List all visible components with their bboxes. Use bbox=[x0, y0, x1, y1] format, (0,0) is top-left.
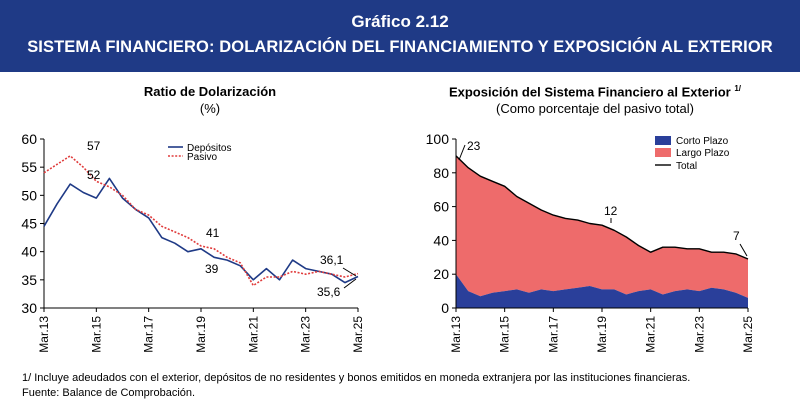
annotation-36-1: 36,1 bbox=[320, 253, 344, 267]
right-y-tick-label: 20 bbox=[433, 266, 449, 282]
annotation-7-leader bbox=[739, 243, 748, 257]
annotation-23-leader bbox=[458, 144, 466, 161]
left-chart-title: Ratio de Dolarización bbox=[143, 84, 277, 99]
left-y-tick-label: 35 bbox=[21, 272, 37, 288]
right-y-tick-label: 80 bbox=[433, 165, 449, 181]
left-y-tick-label: 55 bbox=[21, 159, 37, 175]
annotation-35-6: 35,6 bbox=[317, 285, 341, 299]
right-x-tick-label: Mar.19 bbox=[595, 316, 609, 353]
right-y-tick-label: 40 bbox=[433, 232, 449, 248]
figure-number: Gráfico 2.12 bbox=[351, 12, 449, 31]
depositos-line bbox=[43, 177, 359, 284]
annotation-36-1-leader bbox=[342, 267, 357, 277]
right-x-tick-label: Mar.13 bbox=[449, 316, 463, 353]
left-x-tick-label: Mar.13 bbox=[37, 316, 51, 353]
annotation-57: 57 bbox=[87, 139, 101, 153]
right-x-tick-label: Mar.21 bbox=[644, 316, 658, 353]
left-x-tick-label: Mar.15 bbox=[89, 316, 103, 353]
right-x-tick-label: Mar.17 bbox=[546, 316, 560, 353]
right-y-tick-label: 60 bbox=[433, 199, 449, 215]
left-x-tick-label: Mar.21 bbox=[246, 316, 260, 353]
corto-plazo-area bbox=[456, 274, 748, 308]
left-x-tick-label: Mar.25 bbox=[351, 316, 365, 353]
annotation-41: 41 bbox=[206, 226, 220, 240]
annotation-52: 52 bbox=[87, 168, 101, 182]
right-x-tick-label: Mar.25 bbox=[741, 316, 755, 353]
legend-corto-plazo-label: Corto Plazo bbox=[676, 136, 729, 147]
right-chart-subtitle: (Como porcentaje del pasivo total) bbox=[496, 101, 694, 117]
right-chart-title-note: 1/ bbox=[734, 84, 742, 93]
right-x-tick-label: Mar.23 bbox=[692, 316, 706, 353]
source-note: Fuente: Balance de Comprobación. bbox=[22, 387, 196, 399]
left-y-tick-label: 50 bbox=[21, 187, 37, 203]
total-line bbox=[455, 155, 749, 260]
left-x-tick-label: Mar.19 bbox=[194, 316, 208, 353]
right-chart-titles: Exposición del Sistema Financiero al Ext… bbox=[410, 84, 780, 116]
legend-largo-plazo-label: Largo Plazo bbox=[676, 148, 730, 159]
figure-title: SISTEMA FINANCIERO: DOLARIZACIÓN DEL FIN… bbox=[27, 38, 773, 56]
left-chart-subtitle: (%) bbox=[199, 101, 221, 116]
left-y-tick-label: 30 bbox=[21, 300, 37, 316]
right-y-tick-label: 100 bbox=[426, 131, 450, 147]
left-y-tick-label: 45 bbox=[21, 216, 37, 232]
pasivo-line bbox=[43, 155, 359, 287]
legend-total-label: Total bbox=[676, 161, 697, 172]
largo-plazo-area bbox=[456, 155, 748, 298]
right-chart-title: Exposición del Sistema Financiero al Ext… bbox=[448, 84, 731, 100]
annotation-35-6-leader bbox=[343, 278, 357, 289]
annotation-12: 12 bbox=[604, 204, 618, 218]
legend-corto-plazo-swatch bbox=[655, 136, 671, 145]
footnote: 1/ Incluye adeudados con el exterior, de… bbox=[22, 372, 691, 384]
legend-depositos-label: Depósitos bbox=[187, 143, 231, 154]
annotation-23: 23 bbox=[467, 139, 481, 153]
left-y-tick-label: 40 bbox=[21, 244, 37, 260]
legend-largo-plazo-swatch bbox=[655, 148, 671, 157]
annotation-39: 39 bbox=[205, 262, 219, 276]
annotation-7: 7 bbox=[733, 229, 740, 243]
left-chart-titles: Ratio de Dolarización (%) bbox=[60, 84, 360, 116]
legend-pasivo-label: Pasivo bbox=[187, 152, 217, 163]
right-y-tick-label: 0 bbox=[441, 300, 449, 316]
left-y-tick-label: 60 bbox=[21, 131, 37, 147]
chart-header: Gráfico 2.12 SISTEMA FINANCIERO: DOLARIZ… bbox=[0, 0, 800, 72]
left-x-tick-label: Mar.23 bbox=[299, 316, 313, 353]
left-x-tick-label: Mar.17 bbox=[142, 316, 156, 353]
right-x-tick-label: Mar.15 bbox=[498, 316, 512, 353]
